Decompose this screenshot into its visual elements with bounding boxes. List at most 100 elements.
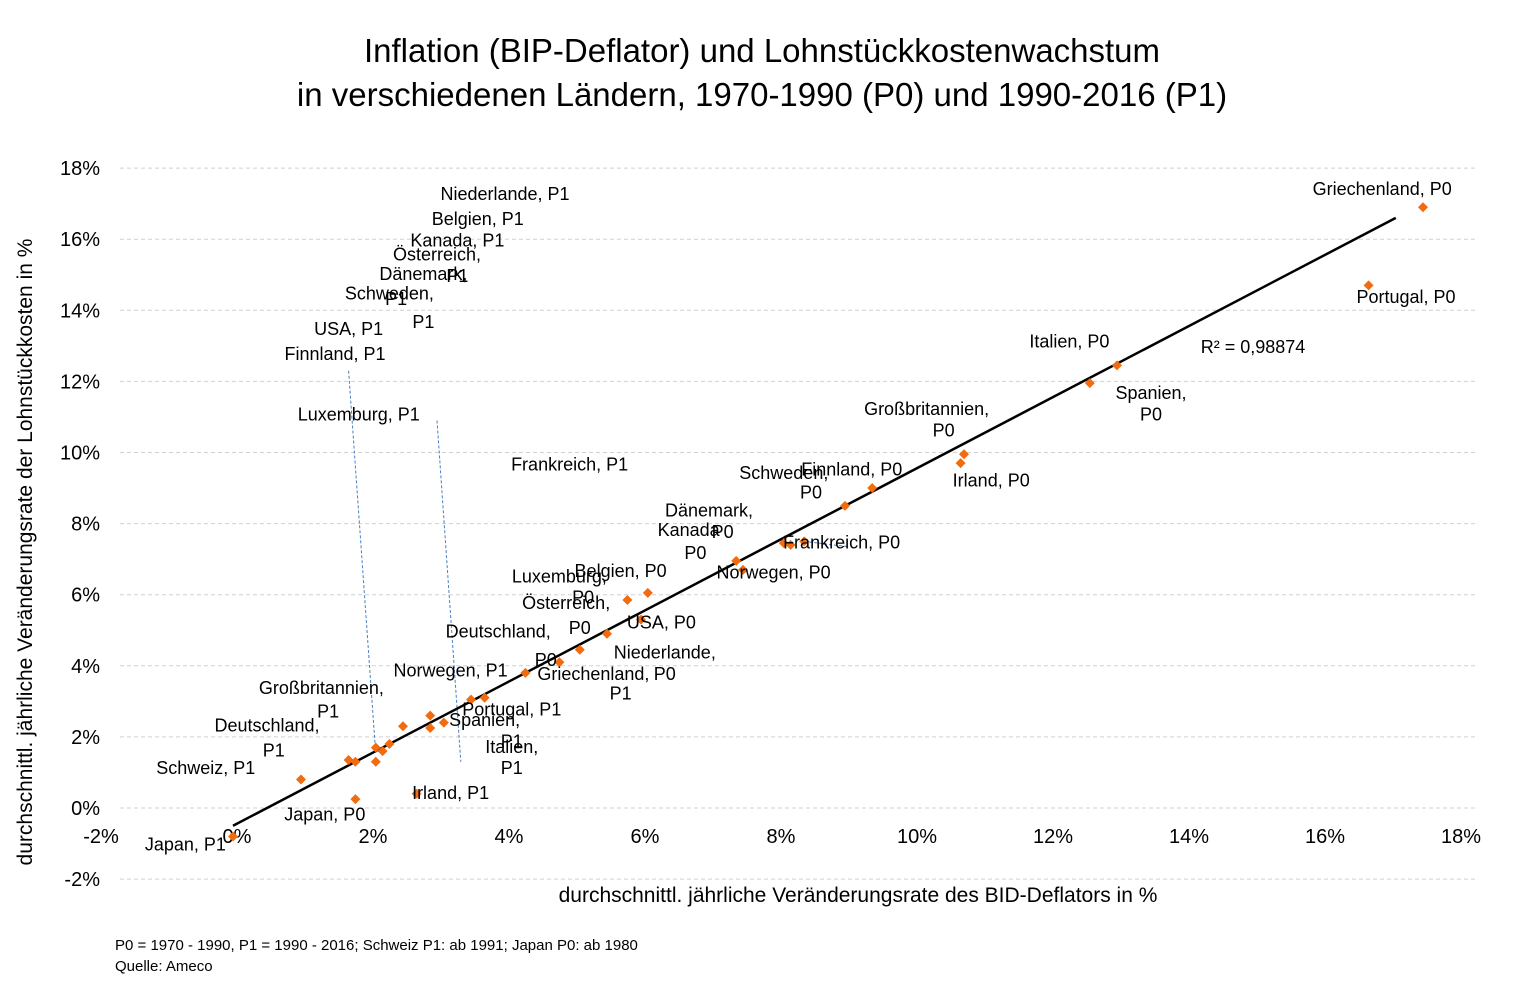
data-label: Großbritannien, xyxy=(259,678,384,698)
data-label: Luxemburg, P1 xyxy=(298,405,420,425)
data-label: Griechenland, P0 xyxy=(1313,179,1452,199)
data-label: P1 xyxy=(263,740,285,760)
data-label: Finnland, P1 xyxy=(284,344,385,364)
x-tick-label: 16% xyxy=(1305,826,1345,848)
data-point xyxy=(296,774,306,785)
data-label: Deutschland, xyxy=(446,621,551,641)
leader-line xyxy=(348,370,377,755)
data-label: Portugal, P1 xyxy=(462,700,561,720)
x-axis-ticks: -2%0%2%4%6%8%10%12%14%16%18% xyxy=(83,826,1481,848)
label-leader-lines xyxy=(348,370,849,762)
data-point xyxy=(350,756,361,767)
y-axis-ticks: -2% 0% 2% 4% 6% 8% 10% 12% 14% 16% 18% xyxy=(60,158,100,891)
x-tick-label: 8% xyxy=(767,826,796,848)
data-point xyxy=(425,710,436,721)
data-label: USA, P0 xyxy=(627,612,696,632)
data-point xyxy=(955,458,966,469)
chart-title-line-2: in verschiedenen Ländern, 1970-1990 (P0)… xyxy=(296,76,1228,113)
data-point xyxy=(228,831,238,842)
data-point xyxy=(398,721,408,732)
data-label: Kanada xyxy=(658,520,721,540)
data-label: Belgien, P0 xyxy=(575,561,667,581)
data-label: USA, P1 xyxy=(314,319,383,339)
trendline xyxy=(232,216,1397,827)
y-tick-label: 0% xyxy=(71,798,100,820)
data-label: Finnland, P0 xyxy=(801,460,902,480)
y-tick-label: 10% xyxy=(60,443,100,465)
data-label: P0 xyxy=(572,588,594,608)
data-label: P0 xyxy=(535,650,557,670)
y-tick-label: 12% xyxy=(60,371,100,393)
data-label: Irland, P1 xyxy=(412,783,489,803)
data-point xyxy=(520,667,531,678)
data-point xyxy=(554,657,565,668)
data-point xyxy=(438,717,449,728)
data-point xyxy=(785,539,796,550)
data-label: P1 xyxy=(446,266,468,286)
data-label: Österreich, xyxy=(393,245,481,265)
data-label: Belgien, P1 xyxy=(432,209,524,229)
data-points xyxy=(228,202,1428,842)
data-point xyxy=(622,595,633,606)
data-label: Portugal, P0 xyxy=(1356,287,1455,307)
data-label: Österreich, xyxy=(522,593,610,613)
data-label: Japan, P0 xyxy=(284,804,365,824)
data-label: P1 xyxy=(412,312,434,332)
y-tick-label: 8% xyxy=(71,514,100,536)
y-tick-label: -2% xyxy=(64,869,100,891)
data-label: P1 xyxy=(610,684,632,704)
x-tick-label: 18% xyxy=(1441,826,1481,848)
data-label: Deutschland, xyxy=(214,716,319,736)
data-point xyxy=(350,794,361,805)
data-point xyxy=(1112,360,1122,371)
data-point xyxy=(479,692,490,703)
data-point xyxy=(778,538,789,549)
data-point xyxy=(343,755,354,766)
y-tick-label: 18% xyxy=(60,158,100,180)
data-label: P0 xyxy=(684,543,706,563)
data-label: Japan, P1 xyxy=(145,835,226,855)
y-tick-label: 16% xyxy=(60,229,100,251)
data-point xyxy=(377,746,388,757)
data-label: Dänemark, xyxy=(379,264,467,284)
data-point xyxy=(574,644,585,655)
data-label: Italien, xyxy=(485,737,538,757)
data-point xyxy=(1363,280,1374,291)
x-tick-label: 14% xyxy=(1169,826,1209,848)
data-point xyxy=(738,564,748,575)
x-axis-label: durchschnittl. jährliche Veränderungsrat… xyxy=(558,884,1158,907)
y-tick-label: 14% xyxy=(60,300,100,322)
leader-line xyxy=(436,420,462,762)
y-tick-label: 4% xyxy=(71,656,100,678)
data-point xyxy=(642,587,653,598)
data-point xyxy=(731,555,742,566)
data-label: P1 xyxy=(501,758,523,778)
data-label: P1 xyxy=(317,701,339,721)
y-tick-label: 2% xyxy=(71,727,100,749)
data-point xyxy=(602,628,612,639)
data-label: Schweden, xyxy=(345,284,434,304)
data-point xyxy=(1084,378,1095,389)
data-label: Griechenland, xyxy=(537,664,649,684)
chart-title-line-1: Inflation (BIP-Deflator) und Lohnstückko… xyxy=(363,32,1161,69)
data-label: P0 xyxy=(1140,405,1162,425)
data-point xyxy=(466,694,476,705)
data-label: Norwegen, P0 xyxy=(717,563,831,583)
footnote-definitions: P0 = 1970 - 1990, P1 = 1990 - 2016; Schw… xyxy=(115,937,638,954)
data-label: Italien, P0 xyxy=(1029,332,1109,352)
data-label: P1 xyxy=(501,732,523,752)
data-point xyxy=(959,449,969,460)
data-point xyxy=(370,742,381,753)
y-axis-label: durchschnittl. jährliche Veränderungsrat… xyxy=(14,238,37,866)
data-label: P0 xyxy=(654,664,676,684)
data-label: P0 xyxy=(933,421,955,441)
linear-trendline xyxy=(232,216,1397,827)
data-label: Kanada, P1 xyxy=(410,230,504,250)
x-tick-label: 6% xyxy=(631,826,660,848)
leader-line xyxy=(804,540,849,548)
x-tick-label: -2% xyxy=(83,826,119,848)
data-label: Norwegen, P1 xyxy=(394,660,508,680)
x-tick-label: 12% xyxy=(1033,826,1073,848)
data-label: Frankreich, P0 xyxy=(783,532,900,552)
